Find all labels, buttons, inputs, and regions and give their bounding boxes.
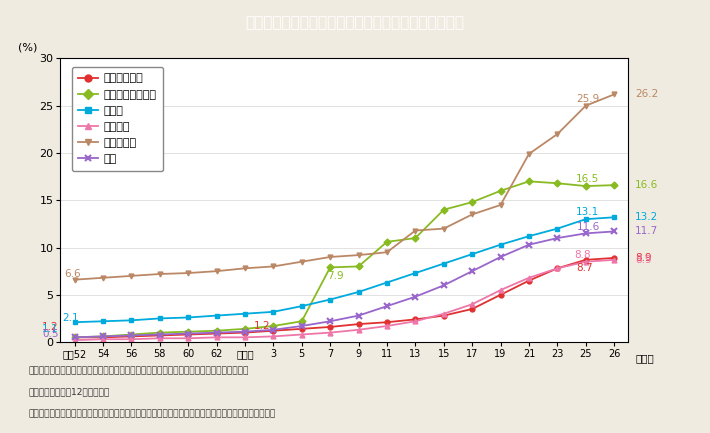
Text: Ｉ－１－７図　地方議会における女性議員割合の推移: Ｉ－１－７図 地方議会における女性議員割合の推移 — [246, 15, 464, 30]
Text: 13.2: 13.2 — [635, 212, 659, 222]
Text: 8.7: 8.7 — [576, 263, 592, 273]
Text: (%): (%) — [18, 43, 37, 53]
Text: （年）: （年） — [635, 353, 654, 364]
Text: 26.2: 26.2 — [635, 89, 659, 100]
Text: 11.7: 11.7 — [635, 226, 659, 236]
Text: 11.6: 11.6 — [577, 222, 601, 232]
Text: 6.6: 6.6 — [65, 269, 81, 279]
Text: 8.9: 8.9 — [635, 253, 652, 263]
Text: 0.5: 0.5 — [43, 329, 59, 339]
Text: 13.1: 13.1 — [576, 207, 599, 217]
Legend: 都道府県議会, 政令指定都市議会, 市議会, 町村議会, 特別区議会, 合計: 都道府県議会, 政令指定都市議会, 市議会, 町村議会, 特別区議会, 合計 — [72, 67, 163, 171]
Text: 16.6: 16.6 — [635, 180, 659, 190]
Text: 1.2: 1.2 — [43, 322, 59, 332]
Text: 25.9: 25.9 — [576, 94, 599, 104]
Text: ２．各年12月末現在。: ２．各年12月末現在。 — [28, 388, 109, 397]
Text: 2.1: 2.1 — [62, 313, 78, 323]
Text: 1.2: 1.2 — [253, 321, 271, 331]
Text: 16.5: 16.5 — [576, 174, 599, 184]
Text: （備考）１．総務省「地方公共団体の議会の議員及び長の所属党派別人員調等」より作成。: （備考）１．総務省「地方公共団体の議会の議員及び長の所属党派別人員調等」より作成… — [28, 366, 248, 375]
Text: 1.1: 1.1 — [43, 324, 59, 334]
Text: 8.8: 8.8 — [574, 250, 591, 260]
Text: 8.9: 8.9 — [635, 255, 652, 265]
Text: 7.9: 7.9 — [327, 271, 344, 281]
Text: ３．市議会は政令指定都市議会を含む。なお，合計は都道府県議会及び市区町村議会の合計。: ３．市議会は政令指定都市議会を含む。なお，合計は都道府県議会及び市区町村議会の合… — [28, 409, 275, 418]
